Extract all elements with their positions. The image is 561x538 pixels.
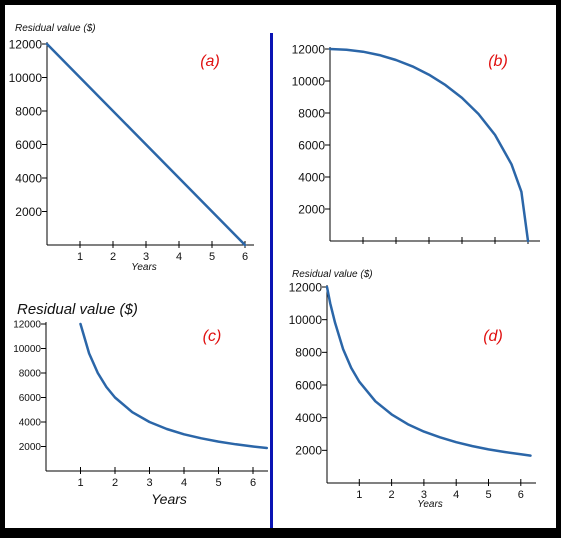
y-tick-label: 10000	[292, 74, 326, 88]
y-tick-label: 12000	[9, 37, 43, 51]
y-tick-label: 12000	[289, 280, 323, 294]
chart-panel-d: 2000 4000 6000 8000 10000 12000 1 2 3 4 5 6 Residual…	[289, 269, 536, 510]
x-tick-label: 3	[143, 251, 149, 263]
x-tick-label: 6	[242, 251, 248, 263]
y-tick-label: 4000	[298, 170, 325, 184]
y-tick-label: 10000	[9, 71, 43, 85]
x-tick-label: 4	[176, 251, 182, 263]
y-tick-label: 10000	[289, 313, 323, 327]
x-tick-label: 2	[112, 477, 118, 489]
x-tick-label: 1	[356, 489, 362, 501]
y-tick-label: 6000	[15, 138, 42, 152]
y-tick-label: 4000	[15, 171, 42, 185]
x-tick-label: 4	[453, 489, 459, 501]
y-tick-label: 2000	[298, 202, 325, 216]
chart-panel-a: 2000 4000 6000 8000 10000 12000 1 2 3 4 5 6 Residual…	[9, 23, 254, 273]
figure-background	[5, 5, 556, 528]
y-tick-label: 8000	[19, 369, 42, 380]
x-tick-label: 2	[110, 251, 116, 263]
x-tick-label: 5	[485, 489, 491, 501]
y-axis-title: Residual value ($)	[17, 301, 138, 318]
y-tick-label: 2000	[15, 205, 42, 219]
y-tick-label: 8000	[295, 346, 322, 360]
y-tick-label: 8000	[298, 106, 325, 120]
y-tick-label: 2000	[295, 444, 322, 458]
chart-panel-c: 2000 4000 6000 8000 10000 12000 1 2 3 4 5 6 Residual…	[13, 301, 269, 507]
x-tick-label: 1	[77, 251, 83, 263]
y-tick-label: 12000	[13, 320, 41, 331]
series-line	[79, 322, 269, 450]
y-tick-label: 6000	[295, 378, 322, 392]
x-tick-label: 3	[421, 489, 427, 501]
y-tick-label: 4000	[19, 418, 42, 429]
panel-label: (d)	[483, 328, 503, 345]
panel-label: (b)	[488, 53, 508, 70]
panel-label: (c)	[203, 328, 222, 345]
y-tick-label: 12000	[292, 42, 326, 56]
x-tick-label: 2	[389, 489, 395, 501]
x-tick-label: 5	[209, 251, 215, 263]
x-tick-label: 4	[181, 477, 187, 489]
panel-divider	[270, 33, 273, 528]
series-line	[325, 285, 532, 457]
y-tick-label: 6000	[298, 138, 325, 152]
x-axis-title: Years	[151, 491, 187, 507]
y-tick-label: 6000	[19, 393, 42, 404]
x-tick-label: 5	[215, 477, 221, 489]
x-tick-label: 6	[518, 489, 524, 501]
x-tick-label: 1	[77, 477, 83, 489]
y-tick-label: 10000	[13, 344, 41, 355]
chart-panel-b: 2000 4000 6000 8000 10000 12000 (b)	[292, 42, 540, 244]
y-tick-label: 4000	[295, 411, 322, 425]
y-axis-title: Residual value ($)	[15, 23, 96, 34]
series-line	[45, 42, 247, 247]
x-axis-title: Years	[417, 499, 443, 510]
panel-label: (a)	[200, 53, 220, 70]
x-tick-label: 6	[250, 477, 256, 489]
y-tick-label: 2000	[19, 442, 42, 453]
y-axis-title: Residual value ($)	[292, 269, 373, 280]
x-tick-label: 3	[146, 477, 152, 489]
series-line	[328, 47, 530, 243]
x-axis-title: Years	[131, 262, 157, 273]
y-tick-label: 8000	[15, 104, 42, 118]
